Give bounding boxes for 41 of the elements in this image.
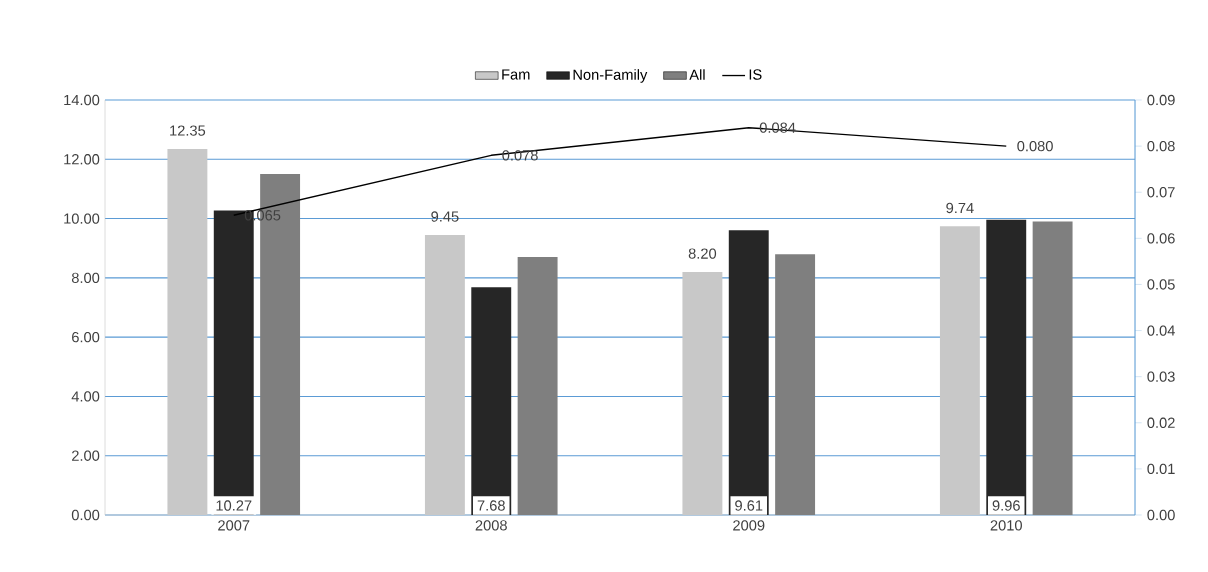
y-tick-label: 6.00 [72, 331, 100, 343]
y-tick-label: 4.00 [71, 391, 100, 402]
y2-tick-label: 0.06 [1147, 233, 1175, 244]
legend-label: Non-Family [573, 69, 648, 83]
y2-tick-label: 0.01 [1147, 463, 1175, 475]
y2-tick-label: 0.00 [1147, 509, 1175, 521]
bar [1032, 221, 1073, 515]
y2-tick-label: 0.04 [1147, 325, 1175, 336]
data-label: 0.078 [502, 150, 538, 161]
y2-tick-label: 0.09 [1147, 94, 1175, 106]
y-tick-label: 10.00 [64, 213, 100, 224]
legend-label: IS [749, 69, 762, 80]
data-label: 10.27 [216, 500, 252, 511]
y-tick-label: 0.00 [71, 509, 100, 521]
legend-label: All [689, 69, 705, 80]
y2-tick-label: 0.02 [1147, 417, 1175, 428]
x-tick-label: 2008 [475, 520, 507, 531]
data-label: 9.96 [992, 500, 1020, 511]
bar [728, 230, 769, 515]
data-label: 8.20 [688, 248, 717, 259]
bar [775, 254, 816, 515]
y-tick-label: 14.00 [64, 94, 100, 106]
y2-tick-label: 0.08 [1147, 140, 1175, 152]
y-tick-label: 12.00 [64, 154, 100, 165]
y2-tick-label: 0.05 [1147, 279, 1175, 290]
bar [986, 219, 1027, 515]
x-tick-label: 2007 [218, 520, 250, 531]
data-label: 7.68 [477, 500, 505, 511]
y-tick-label: 8.00 [71, 272, 100, 284]
y2-tick-label: 0.07 [1147, 187, 1175, 198]
data-label: 9.61 [735, 500, 763, 511]
legend-label: Fam [502, 69, 530, 80]
data-label: 12.35 [170, 125, 206, 136]
data-label: 9.74 [946, 202, 974, 214]
y2-tick-label: 0.03 [1147, 371, 1175, 382]
x-tick-label: 2010 [990, 520, 1022, 531]
bar [471, 287, 512, 515]
data-label: 0.080 [1017, 140, 1053, 152]
x-tick-label: 2009 [733, 520, 765, 531]
bar [517, 257, 558, 515]
y-tick-label: 2.00 [72, 450, 100, 461]
